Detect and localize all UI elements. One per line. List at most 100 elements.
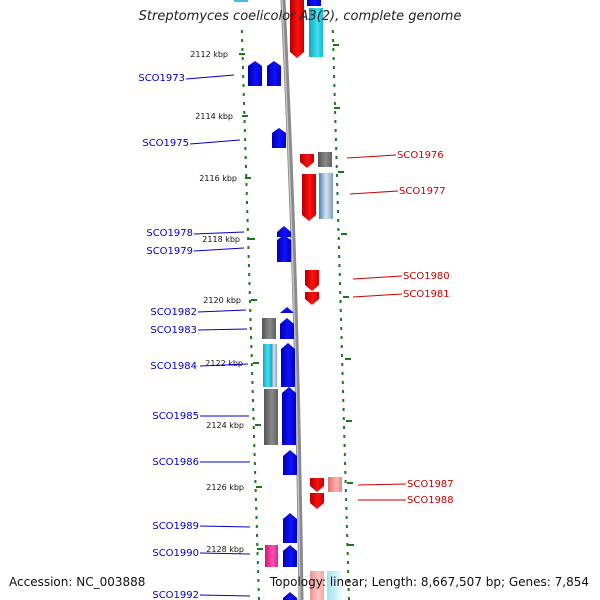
guide-dot: [343, 435, 346, 438]
gene-SCO1990-pink[interactable]: [265, 545, 278, 567]
guide-dot: [249, 318, 252, 321]
gene-SCO1982[interactable]: [280, 307, 294, 313]
bottom-partial-lightcyan: [327, 571, 341, 600]
gene-label[interactable]: SCO1982: [150, 307, 197, 318]
guide-dot: [340, 327, 343, 330]
guide-dot: [252, 426, 255, 429]
guide-dot: [242, 84, 245, 87]
guide-dot: [344, 480, 347, 483]
forward-strand-genes: [248, 61, 297, 600]
gene-label[interactable]: SCO1980: [403, 271, 450, 282]
guide-dot: [253, 462, 256, 465]
gene-SCO1983[interactable]: [280, 318, 294, 339]
gene-SCO1986[interactable]: [283, 450, 297, 475]
gene-SCO1981[interactable]: [305, 292, 319, 305]
scale-tick-label: 2112 kbp: [190, 50, 228, 59]
gene-label[interactable]: SCO1981: [403, 289, 450, 300]
guide-dot: [336, 192, 339, 195]
guide-dot: [340, 318, 343, 321]
guide-dot: [333, 93, 336, 96]
guide-dot: [242, 93, 245, 96]
guide-dot: [335, 156, 338, 159]
guide-dot: [345, 507, 348, 510]
gene-SCO1989[interactable]: [283, 513, 297, 543]
guide-dot: [347, 597, 350, 600]
gene-label[interactable]: SCO1975: [142, 138, 189, 149]
guide-dot: [340, 336, 343, 339]
guide-dot: [333, 75, 336, 78]
gene-SCO1984[interactable]: [281, 343, 295, 387]
gene-SCO1987[interactable]: [310, 478, 324, 492]
gene-label[interactable]: SCO1979: [146, 246, 193, 257]
right-dotted-guide: [331, 30, 350, 600]
gene-SCO1990[interactable]: [283, 545, 297, 567]
scale-tick-label: 2122 kbp: [205, 359, 243, 368]
guide-dot: [344, 489, 347, 492]
gene-SCO1988[interactable]: [310, 493, 324, 509]
guide-dot: [246, 219, 249, 222]
left-dotted-guide: [240, 30, 260, 600]
gene-label[interactable]: SCO1976: [397, 150, 444, 161]
guide-dot: [337, 237, 340, 240]
gene-SCO1985-grey[interactable]: [264, 389, 278, 445]
gene-label[interactable]: SCO1978: [146, 228, 193, 239]
gene-SCO1976[interactable]: [300, 154, 314, 168]
guide-dot: [243, 111, 246, 114]
guide-dot: [249, 309, 252, 312]
gene-SCO1979[interactable]: [277, 235, 291, 262]
gene-SCO1973-a[interactable]: [248, 61, 262, 86]
gene-SCO1984-steel[interactable]: [271, 344, 277, 387]
guide-dot: [256, 543, 259, 546]
gene-SCO1983-grey[interactable]: [262, 318, 276, 339]
gene-SCO1978[interactable]: [277, 226, 291, 237]
guide-dot: [342, 417, 345, 420]
guide-dot: [344, 471, 347, 474]
guide-dot: [332, 48, 335, 51]
guide-dot: [337, 219, 340, 222]
guide-dot: [251, 381, 254, 384]
guide-dot: [335, 147, 338, 150]
guide-dot: [342, 408, 345, 411]
gene-SCO1980[interactable]: [305, 270, 319, 291]
guide-dot: [256, 552, 259, 555]
gene-label[interactable]: SCO1992: [152, 590, 199, 600]
gene-label[interactable]: SCO1987: [407, 479, 454, 490]
guide-dot: [250, 354, 253, 357]
gene-label[interactable]: SCO1989: [152, 521, 199, 532]
guide-dot: [334, 129, 337, 132]
gene-SCO1985[interactable]: [282, 387, 296, 445]
gene-SCO1976-grey[interactable]: [318, 152, 332, 167]
guide-dot: [336, 210, 339, 213]
guide-dot: [332, 66, 335, 69]
guide-dot: [341, 363, 344, 366]
gene-SCO1973-b[interactable]: [267, 61, 281, 86]
guide-dot: [337, 228, 340, 231]
scale-tick-label: 2128 kbp: [206, 545, 244, 554]
gene-label[interactable]: SCO1988: [407, 495, 454, 506]
gene-SCO1977[interactable]: [302, 174, 316, 221]
guide-dot: [247, 255, 250, 258]
guide-dot: [244, 156, 247, 159]
gene-SCO1977-steel[interactable]: [319, 173, 333, 219]
gene-label[interactable]: SCO1983: [150, 325, 197, 336]
right-strand-ticks: [333, 44, 354, 546]
guide-dot: [342, 390, 345, 393]
genome-backbone: [280, 0, 304, 600]
gene-label[interactable]: SCO1990: [152, 548, 199, 559]
scale-tick-label: 2118 kbp: [202, 235, 240, 244]
gene-SCO1975[interactable]: [272, 128, 286, 148]
gene-label[interactable]: SCO1977: [399, 186, 446, 197]
scale-tick-label: 2114 kbp: [195, 112, 233, 121]
gene-SCO1992[interactable]: [283, 592, 297, 600]
guide-dot: [338, 264, 341, 267]
guide-dot: [257, 570, 260, 573]
gene-label[interactable]: SCO1984: [150, 361, 197, 372]
gene-label[interactable]: SCO1985: [152, 411, 199, 422]
guide-dot: [250, 345, 253, 348]
guide-dot: [254, 489, 257, 492]
gene-SCO1984-cyan[interactable]: [263, 344, 271, 387]
gene-label[interactable]: SCO1986: [152, 457, 199, 468]
guide-dot: [346, 534, 349, 537]
gene-label[interactable]: SCO1973: [138, 73, 185, 84]
gene-SCO1987-lightred[interactable]: [328, 477, 342, 492]
